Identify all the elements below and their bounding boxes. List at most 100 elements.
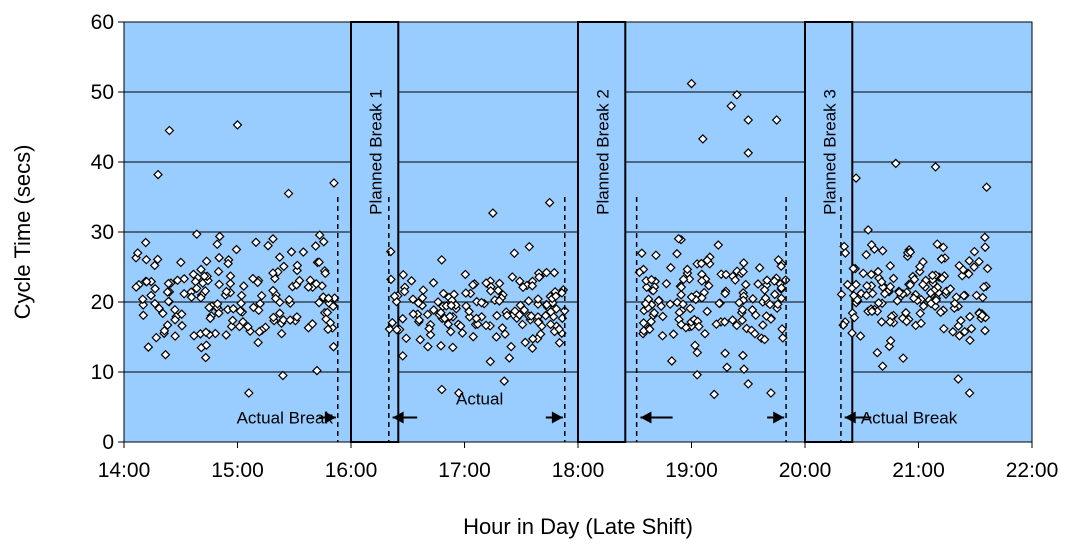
data-point — [424, 323, 434, 334]
data-point — [131, 282, 142, 292]
data-point — [876, 317, 887, 327]
data-point — [158, 308, 168, 319]
data-point — [408, 294, 418, 305]
arrow-head — [392, 411, 404, 424]
data-point — [653, 295, 664, 306]
data-point — [737, 315, 748, 326]
data-point — [981, 182, 992, 193]
data-point — [278, 370, 288, 381]
x-tick-label: 14:00 — [98, 459, 151, 482]
data-point — [314, 257, 325, 268]
planned-break-box — [804, 21, 854, 443]
data-point — [151, 332, 162, 343]
data-point — [179, 273, 190, 284]
data-point — [449, 289, 459, 300]
data-point — [651, 250, 661, 261]
data-point — [760, 293, 771, 304]
planned-break-label: Planned Break 2 — [594, 89, 613, 215]
data-point — [935, 307, 946, 318]
arrow-head — [844, 411, 856, 424]
data-point — [284, 294, 295, 305]
data-point — [666, 356, 677, 366]
planned-break-box — [350, 21, 400, 443]
data-point — [138, 310, 149, 321]
data-point — [877, 361, 888, 372]
data-point — [676, 319, 687, 330]
data-point — [141, 276, 152, 287]
data-point — [413, 298, 424, 308]
data-point — [747, 305, 758, 315]
data-point — [673, 233, 684, 244]
data-point — [397, 351, 408, 361]
data-point — [876, 277, 887, 287]
data-point — [227, 315, 238, 326]
data-point — [428, 305, 439, 315]
data-point — [720, 348, 730, 359]
x-tick-label: 22:00 — [1006, 459, 1059, 482]
data-point — [278, 261, 289, 272]
data-point — [467, 280, 478, 290]
data-point — [898, 353, 909, 363]
data-point — [686, 78, 697, 89]
data-point — [417, 292, 428, 303]
data-point — [766, 388, 776, 398]
data-point — [885, 317, 895, 327]
data-point — [709, 389, 720, 400]
data-point — [298, 247, 309, 257]
data-point — [640, 298, 651, 309]
data-point — [551, 304, 562, 314]
data-point — [720, 288, 730, 299]
data-point — [945, 284, 956, 294]
data-point — [269, 273, 280, 284]
data-point — [311, 279, 322, 289]
data-point — [314, 297, 324, 308]
data-point — [916, 318, 926, 329]
data-point — [541, 267, 552, 278]
data-point — [268, 312, 279, 323]
data-point — [966, 323, 977, 334]
data-point — [740, 279, 751, 290]
data-point — [494, 296, 505, 306]
data-point — [848, 263, 859, 274]
data-point — [268, 285, 278, 296]
data-point — [540, 310, 551, 321]
data-point — [476, 311, 487, 322]
data-point — [177, 320, 187, 331]
data-point — [932, 239, 943, 249]
data-point — [971, 290, 982, 301]
data-point — [425, 329, 436, 340]
data-point — [732, 89, 742, 100]
x-axis-ticks: 14:00 15:00 16:00 17:00 18:00 19:00 20:00 21:00… — [98, 442, 1059, 482]
data-point — [527, 343, 538, 354]
data-point — [948, 326, 958, 337]
data-point — [953, 374, 964, 384]
data-point — [527, 280, 538, 291]
data-point — [307, 319, 318, 329]
arrow-head — [551, 411, 563, 424]
data-point — [176, 257, 186, 268]
data-point — [851, 279, 861, 290]
data-point — [436, 340, 446, 351]
data-point — [485, 356, 496, 367]
data-point — [964, 255, 975, 266]
data-point — [248, 273, 258, 284]
data-point — [285, 315, 296, 325]
data-point — [159, 325, 170, 336]
data-point — [176, 309, 187, 319]
data-point — [447, 342, 458, 353]
data-point — [160, 349, 171, 360]
data-point — [268, 268, 278, 278]
data-point — [196, 264, 206, 275]
y-tick-label: 10 — [91, 361, 114, 384]
data-point — [877, 245, 888, 256]
data-point — [214, 252, 224, 263]
data-point — [163, 278, 174, 289]
data-point — [714, 298, 725, 309]
data-point — [954, 260, 965, 271]
data-point — [243, 321, 253, 332]
data-point — [737, 304, 748, 315]
data-point — [905, 247, 916, 257]
data-point — [678, 274, 689, 285]
data-point — [776, 261, 787, 272]
data-point — [747, 294, 758, 304]
